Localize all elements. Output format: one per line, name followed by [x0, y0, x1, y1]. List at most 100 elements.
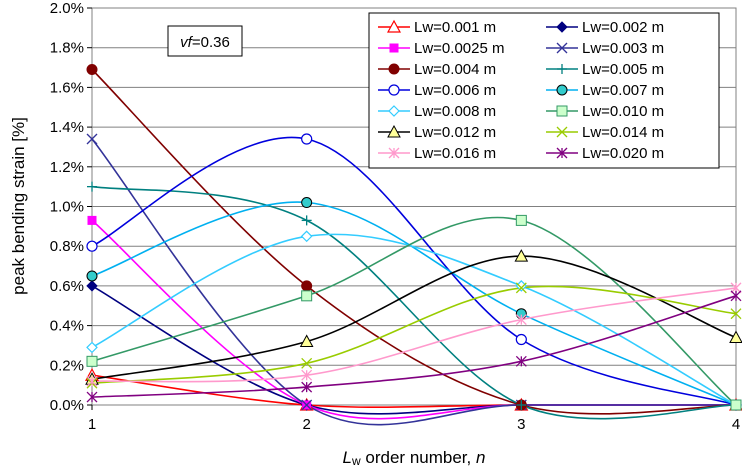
legend-label: Lw=0.016 m: [414, 145, 496, 162]
y-tick-label: 0.0%: [50, 397, 84, 414]
data-point: [301, 290, 313, 302]
data-point: [86, 355, 98, 367]
y-tick-label: 1.8%: [50, 40, 84, 57]
legend-item: Lw=0.007 m: [546, 82, 664, 99]
legend-label: Lw=0.001 m: [414, 19, 496, 36]
series-line-14: [91, 295, 737, 398]
data-point: [301, 381, 313, 393]
data-point: [86, 375, 98, 387]
data-point: [729, 330, 742, 344]
legend-item: Lw=0.002 m: [546, 19, 664, 36]
legend-marker: [556, 84, 568, 96]
legend-marker: [556, 126, 568, 138]
y-tick-label: 1.4%: [50, 119, 84, 136]
legend-label: Lw=0.003 m: [582, 40, 664, 57]
legend-label: Lw=0.014 m: [582, 124, 664, 141]
data-point: [87, 215, 97, 225]
legend-label: Lw=0.012 m: [414, 124, 496, 141]
legend-item: Lw=0.004 m: [378, 61, 496, 78]
series-markers: [84, 64, 742, 411]
series-line-4: [91, 138, 736, 426]
legend-item: Lw=0.016 m: [378, 145, 496, 162]
y-tick-label: 1.2%: [50, 159, 84, 176]
data-point: [86, 133, 98, 145]
legend-box: [368, 12, 720, 169]
data-point: [514, 249, 529, 262]
legend-label: Lw=0.006 m: [414, 82, 496, 99]
data-point: [86, 270, 98, 282]
legend-label: Lw=0.005 m: [582, 61, 664, 78]
legend-marker: [389, 43, 399, 53]
legend-item: Lw=0.0025 m: [378, 40, 504, 57]
legend: Lw=0.001 m Lw=0.002 m Lw=0.0025 m Lw=0.003 …: [368, 12, 720, 169]
y-tick-label: 0.8%: [50, 238, 84, 255]
y-tick-label: 1.0%: [50, 199, 84, 216]
legend-marker: [556, 147, 568, 159]
legend-marker: [386, 19, 402, 33]
data-point: [301, 133, 313, 145]
legend-label: Lw=0.010 m: [582, 103, 664, 120]
legend-item: Lw=0.001 m: [378, 19, 496, 36]
legend-marker: [556, 42, 568, 54]
data-point: [301, 215, 312, 226]
legend-marker: [388, 63, 400, 75]
data-point: [516, 400, 527, 410]
legend-marker: [388, 147, 400, 159]
x-axis-title: Lw order number, n: [343, 448, 486, 468]
series-line-6: [91, 185, 737, 420]
legend-marker: [556, 105, 568, 117]
y-axis-title: peak bending strain [%]: [9, 117, 28, 295]
series-lines: [91, 68, 737, 426]
y-axis: 0.0% 0.2% 0.4% 0.6% 0.8% 1.0% 1.2% 1.4% 1.6% 1.8%…: [50, 0, 92, 414]
data-point: [86, 280, 98, 292]
y-tick-label: 0.6%: [50, 278, 84, 295]
legend-marker: [556, 21, 568, 33]
legend-label: Lw=0.004 m: [414, 61, 496, 78]
data-point: [301, 280, 313, 292]
series-line-7: [91, 136, 737, 406]
legend-marker: [387, 124, 401, 138]
legend-marker: [388, 84, 400, 96]
legend-item: Lw=0.020 m: [546, 145, 664, 162]
y-tick-label: 2.0%: [50, 0, 84, 17]
data-point: [730, 399, 742, 411]
data-point: [515, 214, 527, 226]
series-line-13: [91, 287, 737, 383]
series-line-9: [91, 233, 737, 406]
svg-text:vf=0.36: vf=0.36: [180, 34, 230, 51]
data-point: [301, 369, 313, 381]
legend-item: Lw=0.008 m: [378, 103, 496, 120]
vf-annotation: vf=0.36: [167, 25, 243, 57]
data-point: [730, 290, 742, 302]
data-point: [87, 181, 97, 192]
data-point: [301, 197, 313, 209]
y-tick-label: 1.6%: [50, 79, 84, 96]
legend-item: Lw=0.010 m: [546, 103, 664, 120]
x-tick-label: 3: [517, 416, 525, 433]
data-point: [300, 230, 313, 243]
legend-marker: [388, 105, 400, 117]
x-tick-label: 1: [88, 416, 96, 433]
legend-item: Lw=0.014 m: [546, 124, 664, 141]
y-tick-label: 0.2%: [50, 357, 84, 374]
data-point: [515, 282, 527, 294]
series-line-5: [91, 68, 737, 415]
legend-label: Lw=0.002 m: [582, 19, 664, 36]
data-point: [515, 333, 527, 346]
data-point: [730, 308, 742, 320]
data-point: [86, 64, 98, 76]
legend-label: Lw=0.020 m: [582, 145, 664, 162]
legend-item: Lw=0.005 m: [546, 61, 664, 78]
legend-label: Lw=0.007 m: [582, 82, 664, 99]
legend-item: Lw=0.003 m: [546, 40, 664, 57]
data-point: [86, 391, 98, 403]
series-line-10: [91, 216, 737, 406]
data-point: [515, 355, 527, 367]
data-point: [299, 334, 314, 347]
x-tick-label: 4: [732, 416, 740, 433]
legend-label: Lw=0.0025 m: [414, 40, 504, 57]
series-line-12: [91, 285, 737, 384]
legend-item: Lw=0.012 m: [378, 124, 496, 141]
